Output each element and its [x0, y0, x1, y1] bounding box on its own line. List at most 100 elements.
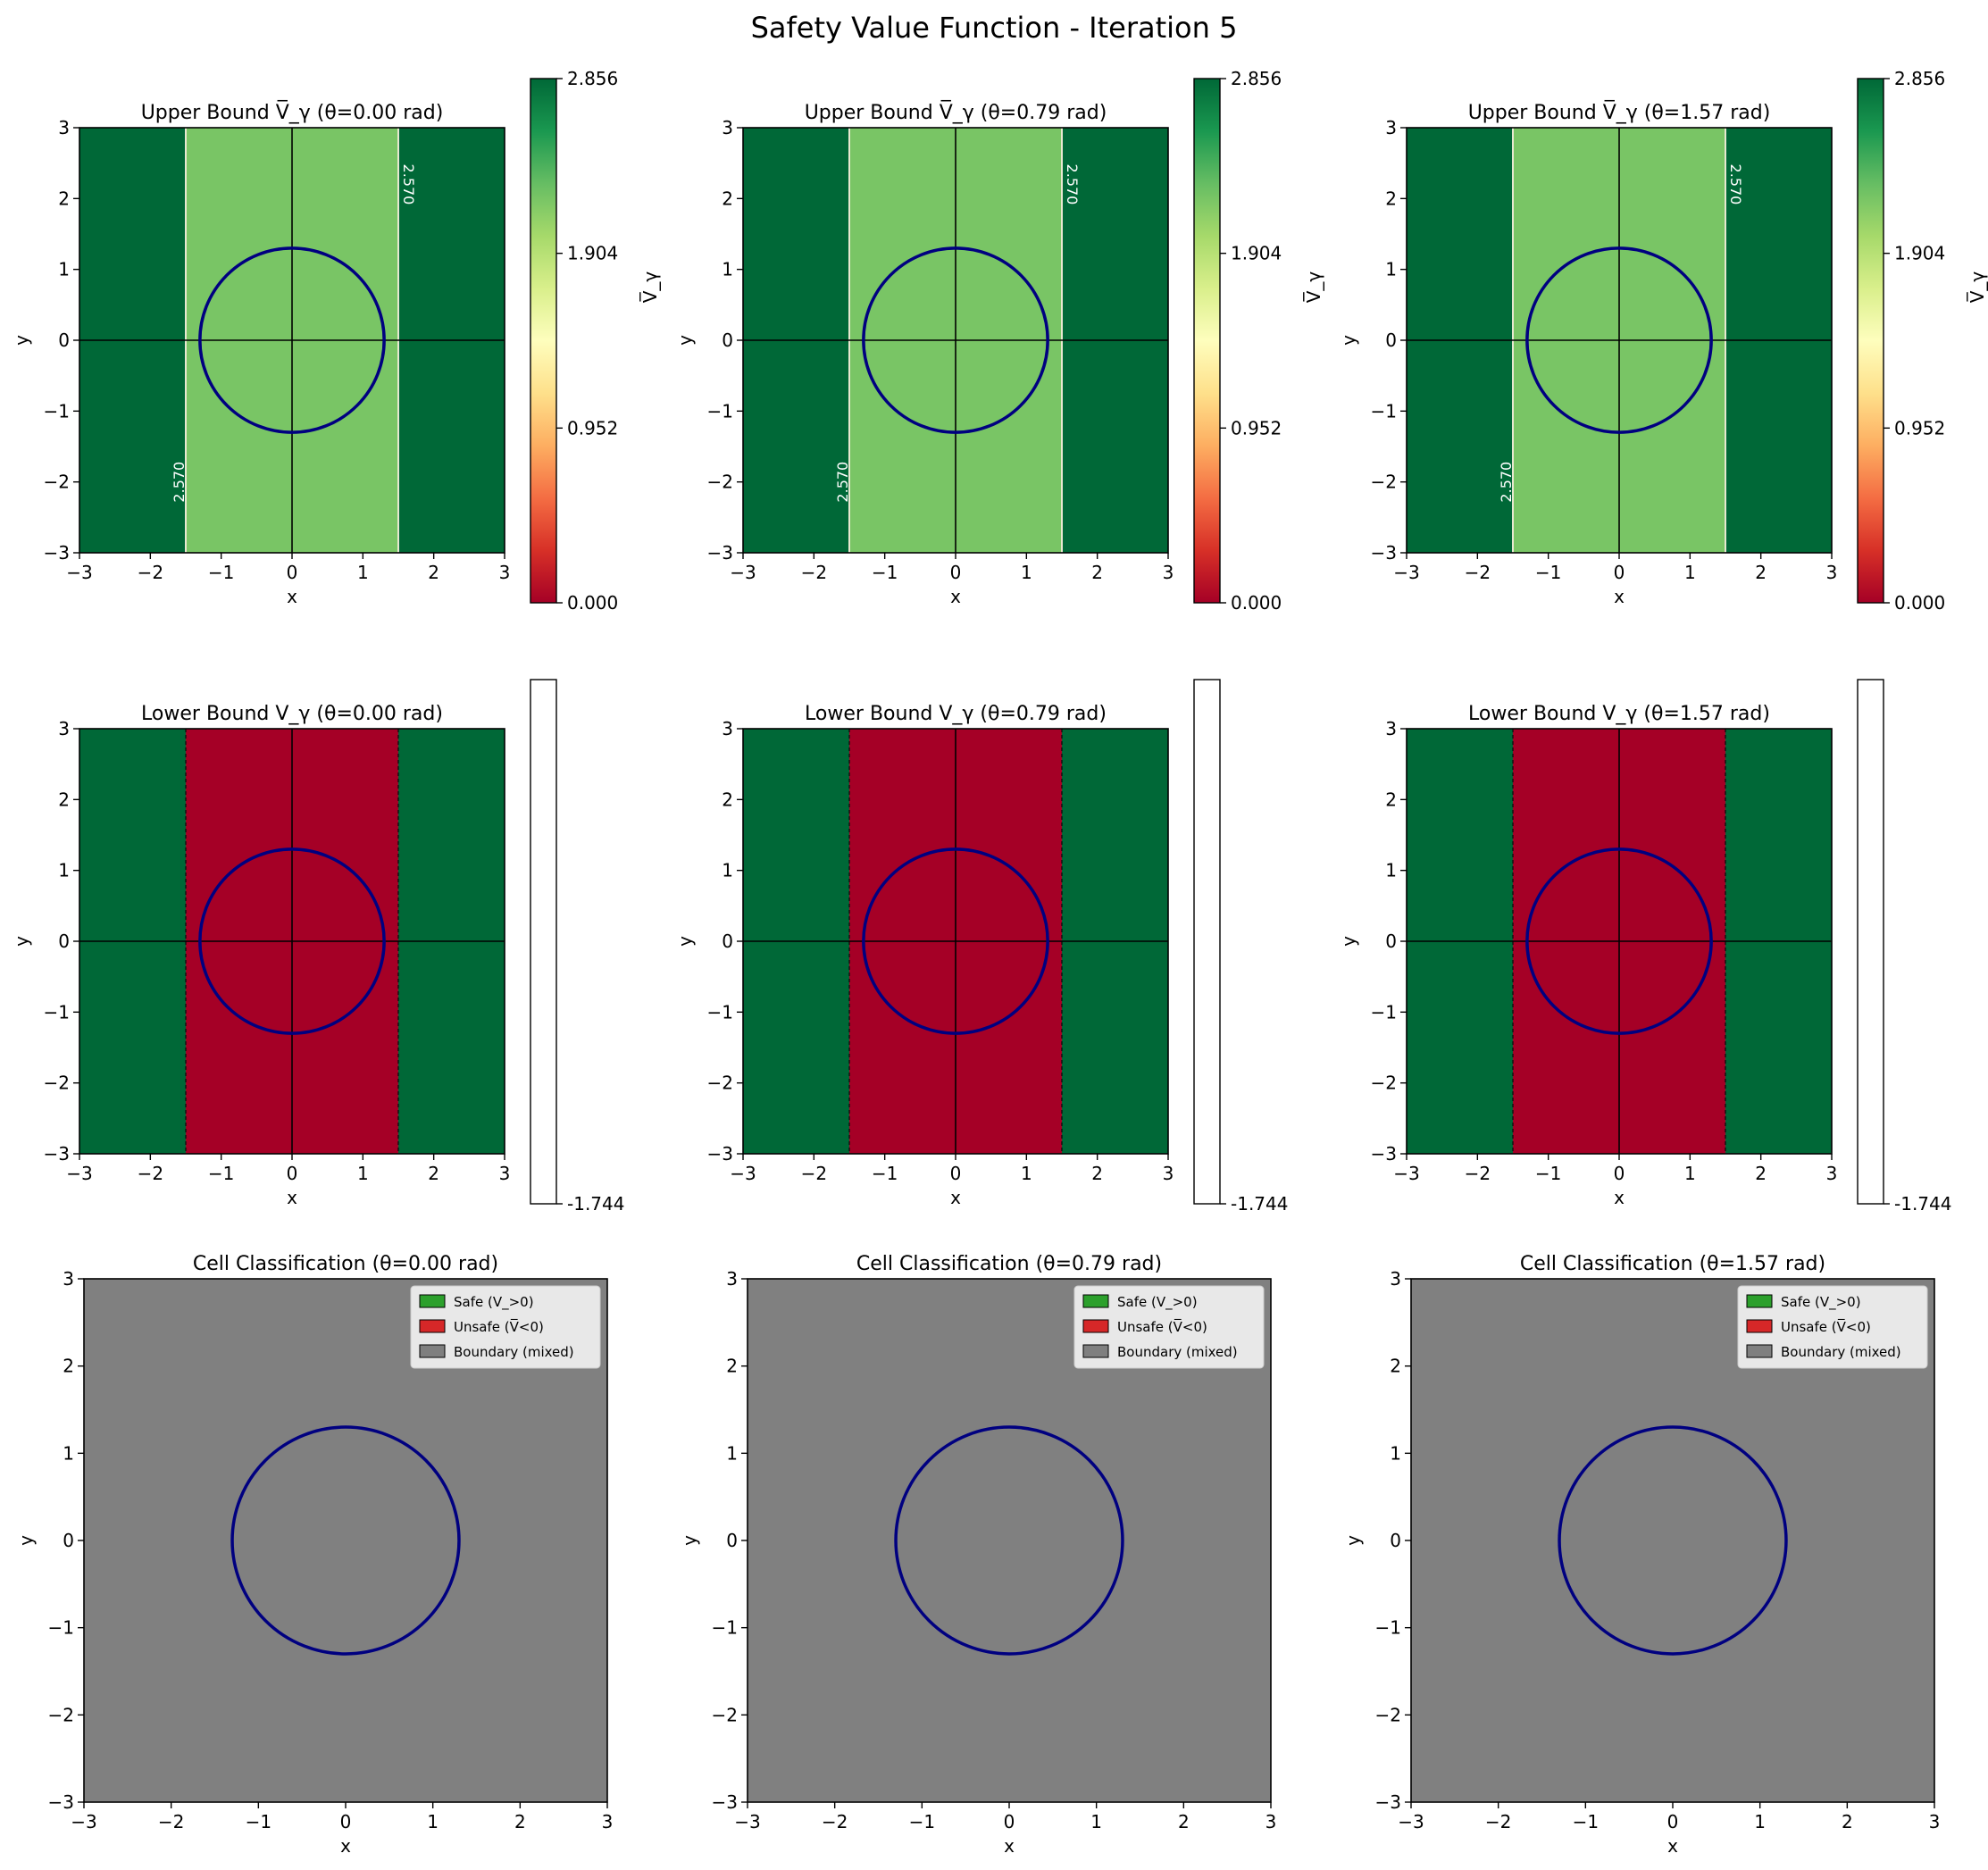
colorbar-tick-label: -1.744	[1231, 1193, 1288, 1215]
x-tick-label: 2	[1178, 1811, 1190, 1832]
colorbar-frame	[530, 78, 557, 604]
y-tick-label: 2	[1390, 1356, 1401, 1377]
legend-swatch-3	[419, 1344, 446, 1358]
legend-swatch-2	[419, 1319, 446, 1333]
legend-label-2: Unsafe (V̅<0)	[1117, 1318, 1207, 1335]
y-tick-label: −1	[1371, 400, 1397, 422]
x-axis-label: x	[950, 1187, 961, 1208]
x-tick-label: −2	[822, 1811, 848, 1832]
y-tick-label: −2	[44, 1073, 70, 1094]
y-tick-label: 0	[58, 931, 70, 952]
x-tick-label: −1	[1535, 562, 1561, 583]
legend-swatch-1	[1746, 1294, 1773, 1308]
colorbar: -1.744	[530, 679, 624, 1215]
y-tick-label: −3	[707, 542, 733, 564]
y-tick-label: 1	[58, 259, 70, 280]
x-tick-label: 0	[1667, 1811, 1679, 1832]
legend-label-1: Safe (V_>0)	[1117, 1294, 1198, 1311]
y-tick-label: 1	[58, 860, 70, 881]
y-tick-label: −2	[44, 472, 70, 493]
y-tick-label: 2	[1385, 789, 1397, 810]
x-tick-label: −2	[1465, 1163, 1491, 1184]
legend-label-3: Boundary (mixed)	[454, 1344, 574, 1360]
colorbar-tick-label: 0.000	[1231, 592, 1282, 614]
y-axis-label: y	[1338, 936, 1359, 947]
y-tick-label: 1	[1385, 860, 1397, 881]
legend-label-3: Boundary (mixed)	[1781, 1344, 1901, 1360]
contour-label: 2.570	[171, 462, 188, 503]
y-tick-label: 2	[1385, 188, 1397, 209]
x-tick-label: 2	[514, 1811, 526, 1832]
x-tick-label: 2	[1755, 562, 1767, 583]
panel-5: −3−3 −2 −2 −1 −1 0 0 1 1 2 2 3 3 x y Lower Bound V_γ (θ…	[674, 679, 1288, 1215]
x-tick-label: 3	[1826, 1163, 1838, 1184]
y-tick-label: 0	[1385, 931, 1397, 952]
legend-swatch-2	[1746, 1319, 1773, 1333]
y-axis-label: y	[679, 1535, 700, 1546]
x-tick-label: 1	[1684, 562, 1696, 583]
x-tick-label: 1	[1021, 1163, 1032, 1184]
y-axis-label: y	[11, 936, 32, 947]
x-tick-label: −2	[158, 1811, 184, 1832]
panel-2: 2.570 2.570 −3−3 −2 −2 −1 −1 0 0 1 1 2 2 3 3 x y Upper Bo…	[674, 68, 1324, 614]
y-tick-label: 1	[63, 1442, 74, 1464]
x-tick-label: −3	[1393, 1163, 1419, 1184]
x-tick-label: −2	[138, 1163, 163, 1184]
obstacle-circle	[1525, 847, 1713, 1035]
colorbar-fill	[1194, 79, 1220, 603]
colorbar-label: V̅_γ	[1302, 271, 1324, 304]
x-tick-label: 0	[340, 1811, 352, 1832]
colorbar-tick-label: 1.904	[1894, 243, 1945, 264]
obstacle-circle	[1525, 246, 1713, 434]
y-tick-label: 3	[58, 117, 70, 138]
legend-box	[1737, 1285, 1928, 1369]
figure-title: Safety Value Function - Iteration 5	[751, 11, 1238, 45]
x-tick-label: 3	[499, 1163, 511, 1184]
x-tick-label: −1	[208, 562, 234, 583]
panel-9: −3−3 −2 −2 −1 −1 0 0 1 1 2 2 3 3 x y Cell Classificatio…	[1342, 1253, 1940, 1857]
plot-area: 2.570 2.570	[1407, 128, 1832, 553]
y-tick-label: −1	[707, 1001, 733, 1023]
legend-box	[410, 1285, 601, 1369]
colorbar-tick-label: 2.856	[1231, 68, 1282, 89]
x-tick-label: −1	[1535, 1163, 1561, 1184]
x-axis-label: x	[1004, 1835, 1015, 1857]
x-tick-label: −3	[66, 562, 92, 583]
y-tick-label: 1	[1385, 259, 1397, 280]
y-tick-label: 0	[1385, 330, 1397, 351]
x-axis-label: x	[340, 1835, 351, 1857]
y-tick-label: −1	[1371, 1001, 1397, 1023]
contour-label: 2.570	[400, 164, 417, 205]
panel-title: Lower Bound V_γ (θ=1.57 rad)	[1468, 703, 1770, 725]
colorbar-tick-label: 0.000	[567, 592, 618, 614]
legend-swatch-2	[1082, 1319, 1109, 1333]
x-tick-label: 0	[287, 1163, 298, 1184]
y-tick-label: 3	[1385, 718, 1397, 739]
legend: Safe (V_>0) Unsafe (V̅<0) Boundary (mixed)	[410, 1285, 601, 1369]
x-tick-label: 2	[1091, 562, 1103, 583]
colorbar-tick-label: -1.744	[567, 1193, 624, 1215]
x-tick-label: 0	[950, 1163, 962, 1184]
panel-4: −3−3 −2 −2 −1 −1 0 0 1 1 2 2 3 3 x y Lower Bound V_γ (θ…	[11, 679, 624, 1215]
y-tick-label: 3	[722, 718, 733, 739]
x-tick-label: 0	[1614, 1163, 1625, 1184]
x-tick-label: −3	[1393, 562, 1419, 583]
y-tick-label: 3	[722, 117, 733, 138]
colorbar-frame	[530, 679, 557, 1205]
y-tick-label: −2	[707, 1073, 733, 1094]
y-tick-label: 2	[58, 789, 70, 810]
colorbar: -1.744	[1857, 679, 1951, 1215]
panel-title: Lower Bound V_γ (θ=0.79 rad)	[805, 703, 1107, 725]
y-tick-label: −2	[48, 1704, 74, 1725]
x-tick-label: −3	[730, 562, 756, 583]
panel-3: 2.570 2.570 −3−3 −2 −2 −1 −1 0 0 1 1 2 2 3 3 x y Upper Bo…	[1338, 68, 1988, 614]
contour-label: 2.570	[834, 462, 851, 503]
panel-title: Upper Bound V̅_γ (θ=1.57 rad)	[1468, 100, 1771, 124]
contour-label: 2.570	[1498, 462, 1515, 503]
x-tick-label: 1	[357, 562, 369, 583]
plot-area	[1407, 729, 1832, 1154]
y-tick-label: 0	[722, 931, 733, 952]
x-tick-label: 0	[1614, 562, 1625, 583]
x-tick-label: 3	[1265, 1811, 1277, 1832]
y-tick-label: −2	[1375, 1704, 1401, 1725]
